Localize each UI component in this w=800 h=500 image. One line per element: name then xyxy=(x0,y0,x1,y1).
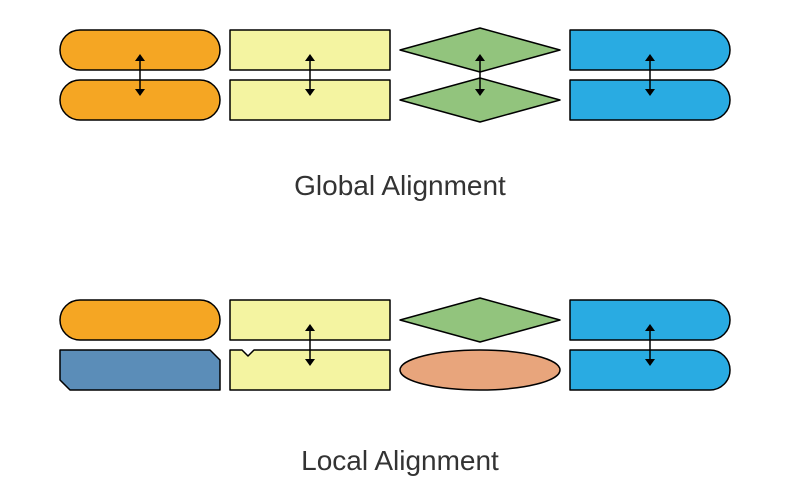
local-alignment-label: Local Alignment xyxy=(0,445,800,477)
global-alignment-label: Global Alignment xyxy=(0,170,800,202)
alignment-diagram xyxy=(0,0,800,500)
